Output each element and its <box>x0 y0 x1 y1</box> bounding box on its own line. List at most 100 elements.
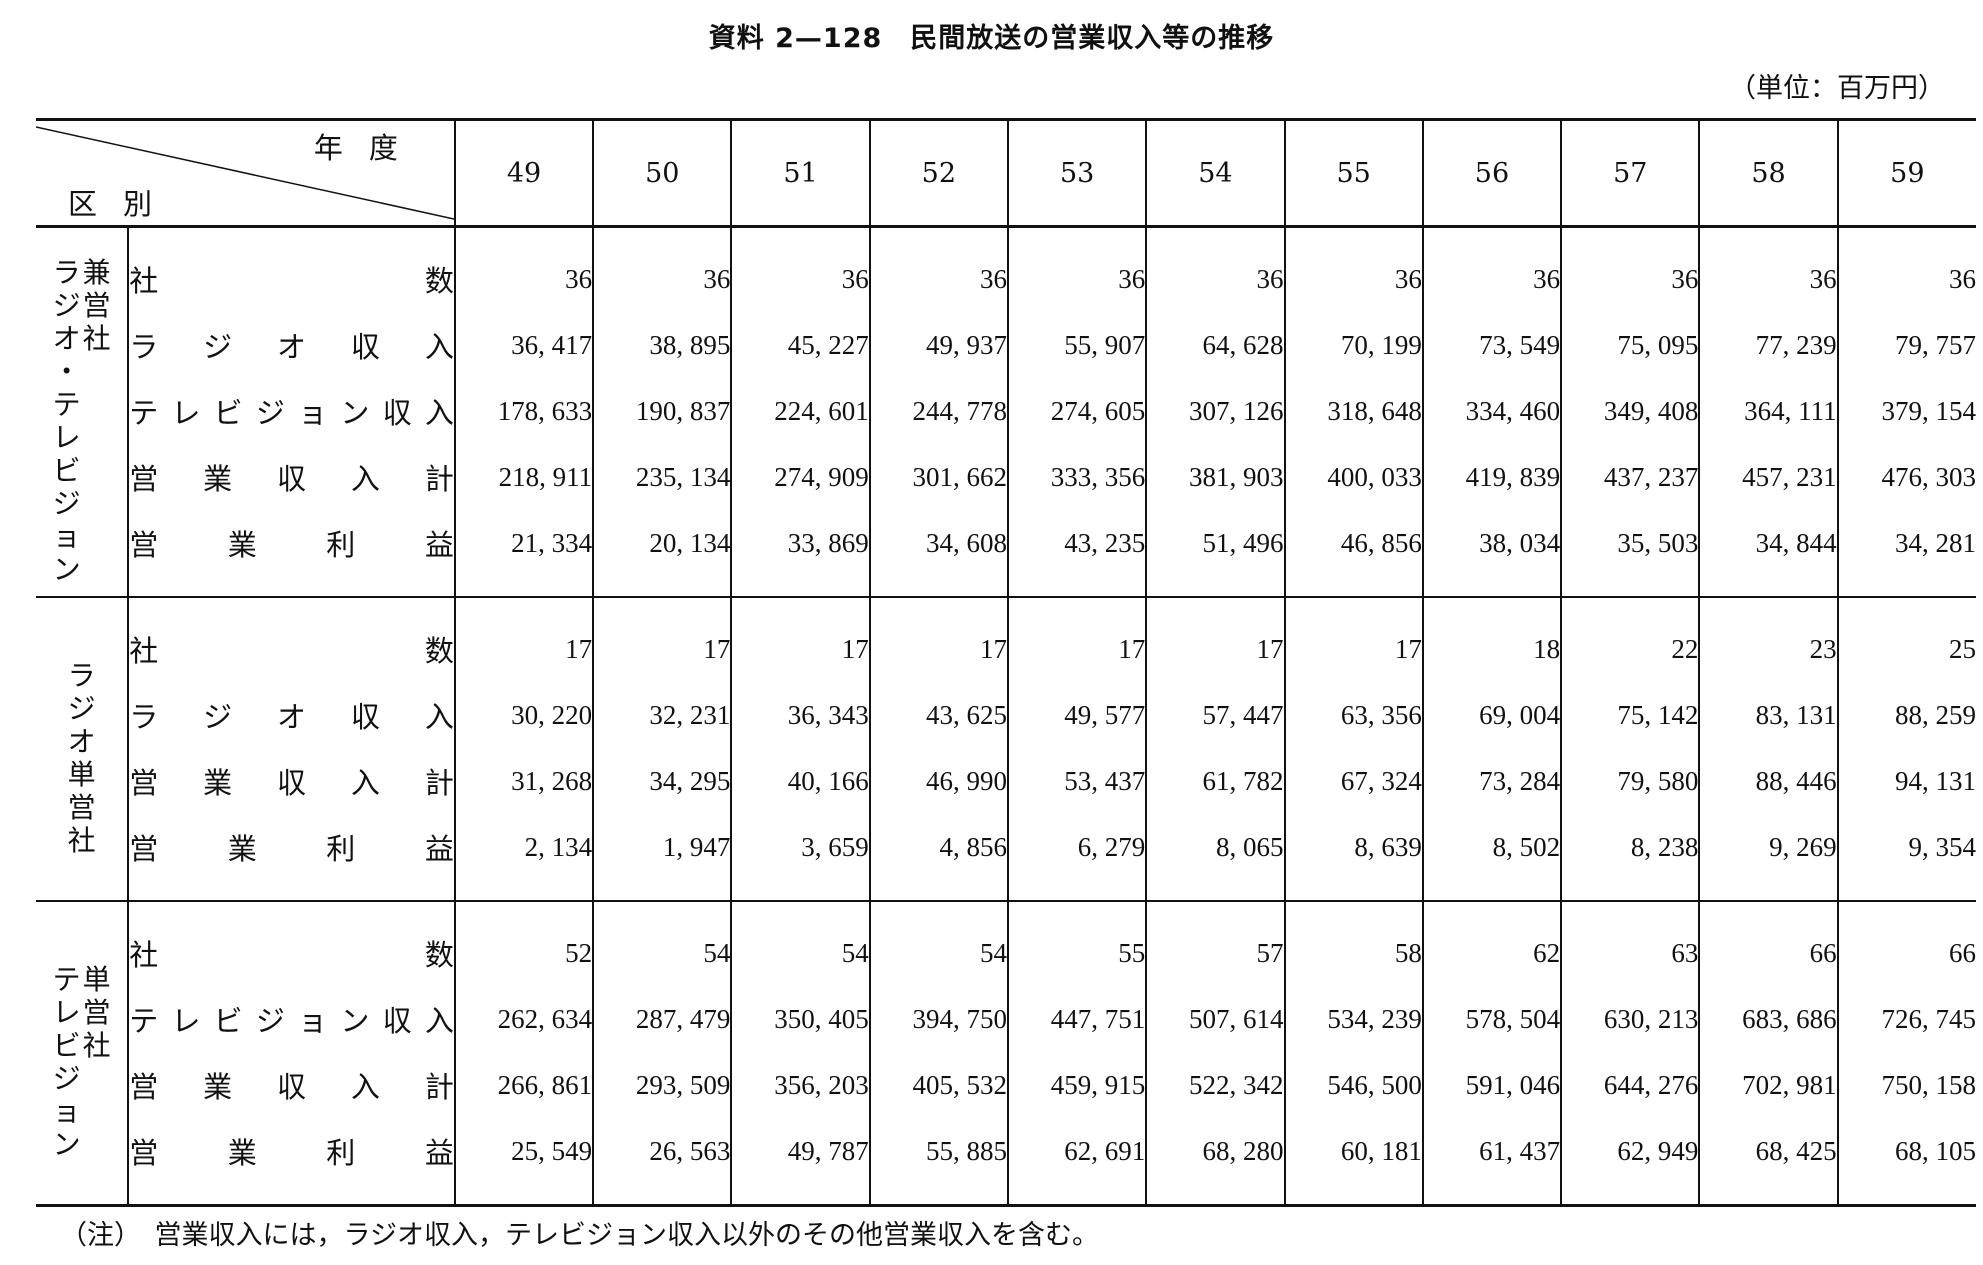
value-cell: 34, 281 <box>1836 510 1976 597</box>
value-cell: 334, 460 <box>1421 378 1562 444</box>
table-row: テレビジョン収入 262, 634 287, 479 350, 405 394, 750… <box>36 986 1976 1052</box>
year-header: 59 <box>1836 119 1976 227</box>
value-cell: 293, 509 <box>592 1052 732 1118</box>
value-cell: 394, 750 <box>868 986 1008 1052</box>
value-cell: 190, 837 <box>592 378 732 444</box>
value-cell: 17 <box>1145 597 1285 682</box>
table-row: ラジオ収入 36, 417 38, 895 45, 227 49, 937 55, 907… <box>36 312 1976 378</box>
row-label-text: 社数 <box>129 634 454 668</box>
value-cell: 274, 909 <box>730 444 870 510</box>
row-group: 単営社テレビジョン社数 52 54 54 54 55 57 58 62 63 66 66 テレビジョン収… <box>36 901 1976 1206</box>
row-label: 営業利益 <box>128 1118 455 1206</box>
value-cell: 83, 131 <box>1698 682 1838 748</box>
value-cell: 8, 502 <box>1421 814 1562 901</box>
value-cell: 4, 856 <box>868 814 1008 901</box>
value-cell: 17 <box>1283 597 1423 682</box>
value-cell: 49, 577 <box>1006 682 1147 748</box>
value-cell: 235, 134 <box>592 444 732 510</box>
row-label-text: テレビジョン収入 <box>129 396 454 430</box>
header-year-label: 年度 <box>313 131 424 165</box>
value-cell: 70, 199 <box>1283 312 1423 378</box>
value-cell: 63, 356 <box>1283 682 1423 748</box>
group-label: ラジオ単営社 <box>36 597 130 901</box>
value-cell: 381, 903 <box>1145 444 1285 510</box>
group-label-column: ラジオ単営社 <box>67 658 96 858</box>
value-cell: 55, 907 <box>1006 312 1147 378</box>
value-cell: 66 <box>1698 901 1838 986</box>
value-cell: 49, 937 <box>868 312 1008 378</box>
value-cell: 40, 166 <box>730 748 870 814</box>
value-cell: 356, 203 <box>730 1052 870 1118</box>
value-cell: 30, 220 <box>453 682 594 748</box>
value-cell: 266, 861 <box>453 1052 594 1118</box>
value-cell: 43, 625 <box>868 682 1008 748</box>
year-header: 51 <box>730 119 870 227</box>
value-cell: 419, 839 <box>1421 444 1562 510</box>
value-cell: 62, 691 <box>1006 1118 1147 1206</box>
value-cell: 301, 662 <box>868 444 1008 510</box>
value-cell: 36 <box>592 226 732 312</box>
value-cell: 61, 437 <box>1421 1118 1562 1206</box>
value-cell: 36 <box>1283 226 1423 312</box>
value-cell: 35, 503 <box>1560 510 1700 597</box>
table-row: ラジオ収入 30, 220 32, 231 36, 343 43, 625 49, 577… <box>36 682 1976 748</box>
value-cell: 66 <box>1836 901 1976 986</box>
value-cell: 57 <box>1145 901 1285 986</box>
value-cell: 63 <box>1560 901 1700 986</box>
value-cell: 644, 276 <box>1560 1052 1700 1118</box>
table-row: テレビジョン収入 178, 633 190, 837 224, 601 244, 778… <box>36 378 1976 444</box>
value-cell: 55, 885 <box>868 1118 1008 1206</box>
header-category-label: 区別 <box>68 187 179 221</box>
value-cell: 46, 856 <box>1283 510 1423 597</box>
group-label-column: テレビジョン <box>52 962 81 1162</box>
value-cell: 49, 787 <box>730 1118 870 1206</box>
year-header: 58 <box>1698 119 1838 227</box>
page-title: 資料 2—128 民間放送の営業収入等の推移 <box>708 23 1275 54</box>
row-label: テレビジョン収入 <box>128 378 455 444</box>
group-label-column: 単営社 <box>82 962 111 1062</box>
value-cell: 178, 633 <box>453 378 594 444</box>
value-cell: 9, 269 <box>1698 814 1838 901</box>
row-label: ラジオ収入 <box>128 682 455 748</box>
value-cell: 405, 532 <box>868 1052 1008 1118</box>
value-cell: 36, 343 <box>730 682 870 748</box>
value-cell: 73, 549 <box>1421 312 1562 378</box>
value-cell: 38, 034 <box>1421 510 1562 597</box>
value-cell: 67, 324 <box>1283 748 1423 814</box>
row-label-text: 営業利益 <box>129 528 454 562</box>
value-cell: 53, 437 <box>1006 748 1147 814</box>
value-cell: 350, 405 <box>730 986 870 1052</box>
value-cell: 23 <box>1698 597 1838 682</box>
value-cell: 3, 659 <box>730 814 870 901</box>
group-label: 兼営社ラジオ・テレビジョン <box>36 226 130 597</box>
row-label-text: 営業利益 <box>129 1136 454 1170</box>
row-label-text: 社数 <box>129 264 454 298</box>
value-cell: 36 <box>1145 226 1285 312</box>
value-cell: 54 <box>592 901 732 986</box>
value-cell: 79, 580 <box>1560 748 1700 814</box>
value-cell: 32, 231 <box>592 682 732 748</box>
year-header: 53 <box>1006 119 1147 227</box>
value-cell: 34, 608 <box>868 510 1008 597</box>
row-label-text: テレビジョン収入 <box>129 1004 454 1038</box>
value-cell: 25, 549 <box>453 1118 594 1206</box>
footnote: （注） 営業収入には，ラジオ収入，テレビジョン収入以外のその他営業収入を含む。 <box>60 1220 1099 1251</box>
value-cell: 17 <box>730 597 870 682</box>
row-group: 兼営社ラジオ・テレビジョン社数 36 36 36 36 36 36 36 36 36 36 36 ラジオ… <box>36 226 1976 597</box>
value-cell: 534, 239 <box>1283 986 1423 1052</box>
value-cell: 9, 354 <box>1836 814 1976 901</box>
value-cell: 52 <box>453 901 594 986</box>
value-cell: 61, 782 <box>1145 748 1285 814</box>
value-cell: 75, 142 <box>1560 682 1700 748</box>
value-cell: 17 <box>592 597 732 682</box>
row-label-text: 営業収入計 <box>129 1070 454 1104</box>
value-cell: 726, 745 <box>1836 986 1976 1052</box>
value-cell: 57, 447 <box>1145 682 1285 748</box>
value-cell: 36 <box>1421 226 1562 312</box>
value-cell: 68, 425 <box>1698 1118 1838 1206</box>
row-label: 営業収入計 <box>128 444 455 510</box>
value-cell: 379, 154 <box>1836 378 1976 444</box>
value-cell: 36 <box>1836 226 1976 312</box>
value-cell: 26, 563 <box>592 1118 732 1206</box>
value-cell: 2, 134 <box>453 814 594 901</box>
